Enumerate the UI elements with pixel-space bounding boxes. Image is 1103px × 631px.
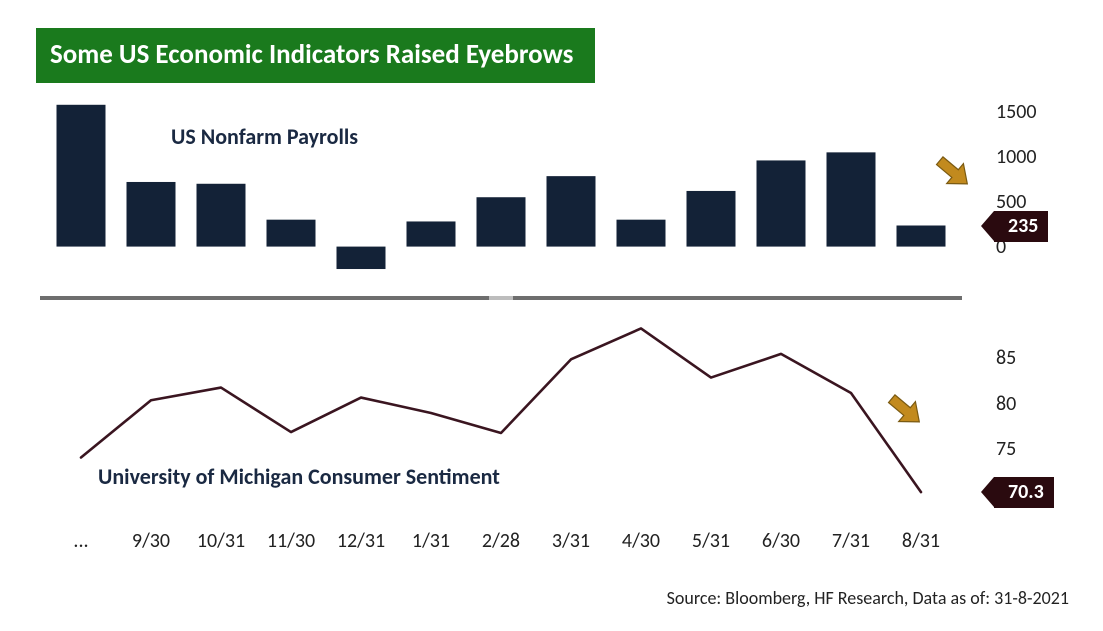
charts-container: US Nonfarm Payrolls University of Michig… [36, 93, 1067, 613]
plot-surface [36, 93, 1066, 613]
banner-title: Some US Economic Indicators Raised Eyebr… [36, 28, 595, 83]
page-root: Some US Economic Indicators Raised Eyebr… [0, 0, 1103, 631]
source-text: Source: Bloomberg, HF Research, Data as … [667, 587, 1069, 609]
